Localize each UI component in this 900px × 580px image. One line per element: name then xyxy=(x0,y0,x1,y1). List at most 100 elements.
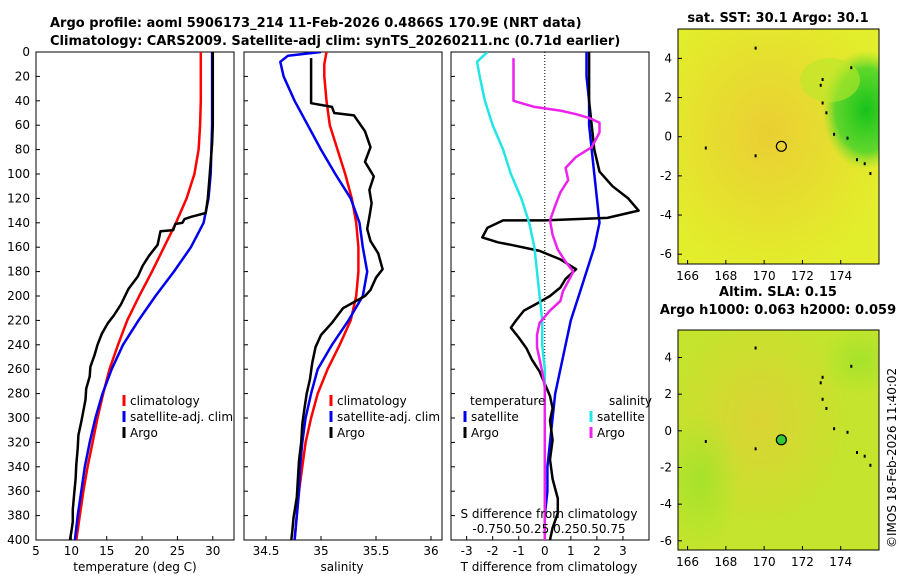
island-speck xyxy=(869,463,872,467)
island-speck xyxy=(754,46,757,50)
salinity-lines xyxy=(279,52,384,540)
map-lon-label: 174 xyxy=(829,269,852,283)
map-lat-label: -6 xyxy=(660,534,672,548)
map-lon-label: 168 xyxy=(714,269,737,283)
sst-map: sat. SST: 30.1 Argo: 30.1 166 168 170 172 17… xyxy=(660,11,880,283)
salinity-xlabel: salinity xyxy=(320,560,363,574)
x-tick-label: 34.5 xyxy=(253,544,280,558)
line-argo-temperature xyxy=(481,52,640,540)
sla-map-field xyxy=(678,330,879,550)
depth-tick-label: 180 xyxy=(7,265,30,279)
line-satellite-temperature xyxy=(543,52,601,540)
island-speck xyxy=(856,158,858,162)
island-speck xyxy=(754,154,757,158)
x-tick-label: 5 xyxy=(32,544,40,558)
legend-label-temp-satellite: satellite xyxy=(471,410,519,424)
island-speck xyxy=(754,447,757,451)
legend-label-sal-satellite: satellite xyxy=(597,410,645,424)
sla-map: Altim. SLA: 0.15 Argo h1000: 0.063 h2000… xyxy=(660,285,896,569)
legend-label-climatology: climatology xyxy=(337,394,407,408)
map-lon-label: 172 xyxy=(791,555,814,569)
temperature-legend: climatology satellite-adj. clim Argo xyxy=(122,394,233,440)
depth-tick-label: 340 xyxy=(7,460,30,474)
line-argo xyxy=(68,52,215,540)
legend-label-argo: Argo xyxy=(130,426,158,440)
sla-argo-marker xyxy=(775,434,787,446)
sst-map-title: sat. SST: 30.1 Argo: 30.1 xyxy=(687,11,868,26)
depth-tick-label: 300 xyxy=(7,411,30,425)
x-tick-label: 1 xyxy=(567,544,575,558)
line-climatology xyxy=(75,52,203,540)
figure-title-line2: Climatology: CARS2009. Satellite-adj cli… xyxy=(50,34,620,49)
salinity-x-ticks: 34.5 35 35.5 36 xyxy=(253,536,439,558)
legend-label-sal-argo: Argo xyxy=(597,426,625,440)
depth-tick-label: 140 xyxy=(7,216,30,230)
sst-map-ticks: 166 168 170 172 174 4 2 0 -2 -4 -6 xyxy=(660,51,852,283)
island-speck xyxy=(846,430,849,434)
sla-map-frame xyxy=(677,329,880,551)
island-speck xyxy=(863,454,866,458)
line-satellite-adj-clim xyxy=(279,52,369,540)
depth-tick-label: 120 xyxy=(7,191,30,205)
map-lon-label: 170 xyxy=(753,269,776,283)
x-tick-label: 36 xyxy=(423,544,438,558)
island-speck xyxy=(821,101,824,105)
salinity-y-ticks xyxy=(244,51,248,541)
island-speck xyxy=(821,397,824,401)
island-speck xyxy=(833,132,836,136)
depth-tick-label: 360 xyxy=(7,484,30,498)
x-tick-label: 2 xyxy=(593,544,601,558)
legend-label-climatology: climatology xyxy=(130,394,200,408)
salinity-legend: climatology satellite-adj. clim Argo xyxy=(329,394,440,440)
temperature-panel: 0 20 40 60 80 100 120 140 160 180 200 220 240 260 280 3… xyxy=(7,45,235,574)
depth-ticks: 0 20 40 60 80 100 120 140 160 180 200 220 240 260 280 3… xyxy=(7,45,40,547)
depth-tick-label: 200 xyxy=(7,289,30,303)
island-speck xyxy=(754,346,757,350)
sst-map-coastlines xyxy=(704,46,872,175)
legend-label-temp-argo: Argo xyxy=(471,426,499,440)
sla-low-region xyxy=(678,410,740,550)
depth-tick-label: 100 xyxy=(7,167,30,181)
sst-map-frame xyxy=(677,28,880,265)
x-tick-label: -3 xyxy=(461,544,473,558)
map-lat-label: 2 xyxy=(664,91,672,105)
map-lat-label: -6 xyxy=(660,247,672,261)
x-tick-label: 20 xyxy=(134,544,149,558)
legend-label-satellite: satellite-adj. clim xyxy=(130,410,233,424)
island-speck xyxy=(704,440,707,443)
depth-tick-label: 380 xyxy=(7,509,30,523)
difference-y-ticks xyxy=(451,51,455,541)
depth-tick-label: 400 xyxy=(7,533,30,547)
x-tick-label: 35 xyxy=(313,544,328,558)
temperature-xlabel: temperature (deg C) xyxy=(73,560,196,574)
salinity-axes-box xyxy=(243,51,443,541)
salinity-panel: 34.5 35 35.5 36 salinity climatology satell… xyxy=(243,51,443,574)
sla-map-coastlines xyxy=(704,346,872,467)
depth-tick-label: 160 xyxy=(7,240,30,254)
island-speck xyxy=(850,364,853,368)
island-speck xyxy=(704,146,707,150)
map-lon-label: 170 xyxy=(753,555,776,569)
depth-tick-label: 20 xyxy=(15,69,30,83)
island-speck xyxy=(821,78,824,81)
map-lat-label: 4 xyxy=(664,351,672,365)
island-speck xyxy=(850,66,853,70)
difference-legend: temperature salinity satellite Argo sate… xyxy=(463,394,652,440)
x-tick-label: 30 xyxy=(205,544,220,558)
difference-xlabel: T difference from climatology xyxy=(460,560,638,574)
depth-tick-label: 60 xyxy=(15,118,30,132)
x-tick-label: 3 xyxy=(619,544,627,558)
salinity-difference-ticks: -0.750.50.25 0.250.50.75 xyxy=(472,522,625,536)
map-lon-label: 168 xyxy=(714,555,737,569)
legend-label-satellite: satellite-adj. clim xyxy=(337,410,440,424)
depth-tick-label: 260 xyxy=(7,362,30,376)
island-speck xyxy=(833,427,836,431)
line-climatology xyxy=(293,52,360,540)
map-lat-label: -2 xyxy=(660,461,672,475)
sla-low-region-ne xyxy=(820,330,879,395)
map-lat-label: -2 xyxy=(660,169,672,183)
map-lon-label: 166 xyxy=(676,269,699,283)
line-argo-salinity xyxy=(512,58,601,540)
x-tick-label: -1 xyxy=(513,544,525,558)
temperature-axes-box xyxy=(35,51,235,541)
